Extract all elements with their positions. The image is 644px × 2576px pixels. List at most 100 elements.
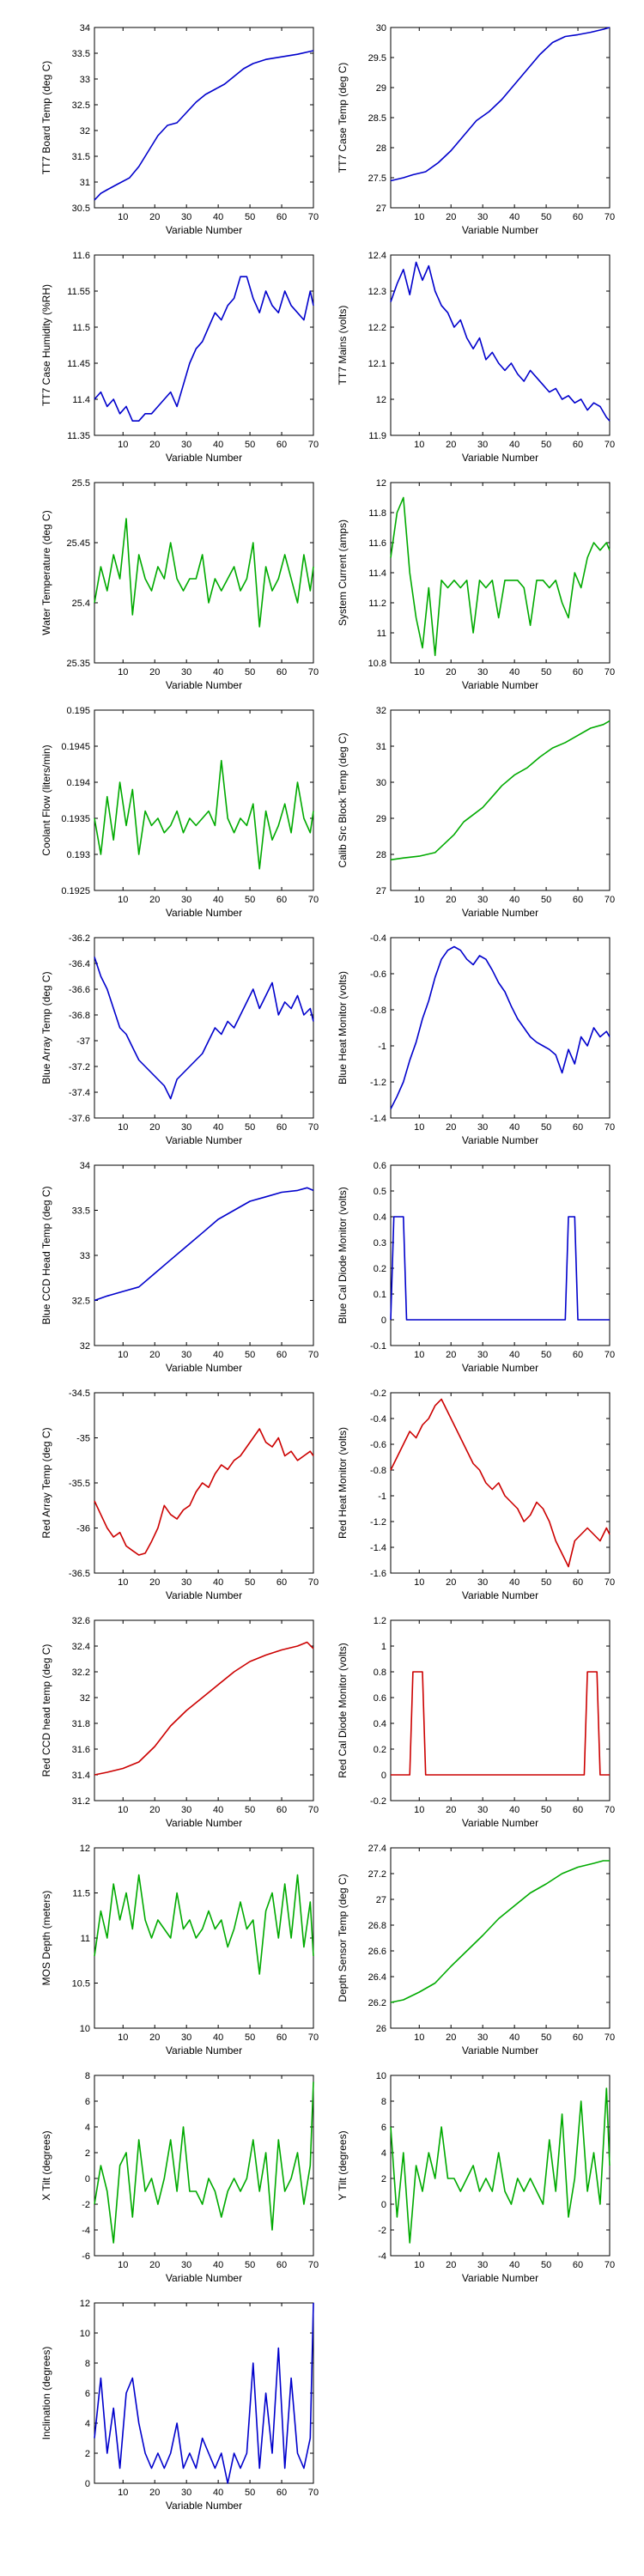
y-tick-label: 6 — [381, 2123, 386, 2133]
x-tick-label: 60 — [573, 212, 583, 222]
y-tick-label: -36.5 — [69, 1569, 90, 1579]
x-axis-label: Variable Number — [462, 907, 538, 919]
x-tick-label: 40 — [509, 2260, 519, 2270]
y-tick-label: 32.2 — [72, 1668, 90, 1678]
y-tick-label: 31 — [80, 178, 90, 188]
y-tick-label: 0 — [85, 2174, 90, 2184]
y-tick-label: 34 — [80, 23, 90, 33]
y-tick-label: 12.4 — [368, 251, 386, 261]
y-tick-label: -2 — [378, 2226, 386, 2236]
x-tick-label: 20 — [149, 212, 160, 222]
x-tick-label: 30 — [181, 1577, 191, 1588]
x-tick-label: 70 — [308, 1805, 319, 1815]
y-axis-label: Red Heat Monitor (volts) — [337, 1427, 349, 1539]
y-tick-label: 32 — [80, 1693, 90, 1704]
x-tick-label: 10 — [118, 2260, 128, 2270]
x-tick-label: 10 — [414, 2032, 424, 2043]
y-tick-label: 12 — [80, 2299, 90, 2309]
x-tick-label: 10 — [118, 667, 128, 677]
x-tick-label: 30 — [477, 440, 488, 450]
y-tick-label: 0 — [381, 1315, 386, 1326]
y-axis-label: MOS Depth (meters) — [40, 1891, 52, 1986]
plot-area — [94, 1164, 314, 1346]
x-tick-label: 30 — [181, 2488, 191, 2498]
x-tick-label: 20 — [149, 1350, 160, 1360]
x-tick-label: 40 — [509, 667, 519, 677]
series-line — [94, 518, 314, 628]
x-tick-label: 50 — [245, 2032, 255, 2043]
x-tick-label: 10 — [118, 440, 128, 450]
y-tick-label: 26 — [376, 2024, 386, 2034]
y-tick-label: 31.8 — [72, 1719, 90, 1729]
y-tick-label: 25.5 — [72, 478, 90, 489]
x-tick-label: 60 — [276, 2260, 287, 2270]
x-tick-label: 50 — [245, 1577, 255, 1588]
x-tick-label: 60 — [573, 2260, 583, 2270]
x-axis-label: Variable Number — [462, 1589, 538, 1601]
series-line — [390, 945, 611, 1109]
y-tick-label: 11.2 — [368, 598, 386, 609]
chart-panel-12: 10 20 30 40 50 60 70 -0.1 0 0.1 0.2 0.3 0.4 0.5 0.6 Var… — [337, 1161, 615, 1374]
x-tick-label: 30 — [477, 1350, 488, 1360]
x-tick-label: 30 — [181, 212, 191, 222]
y-tick-label: 0.8 — [374, 1668, 386, 1678]
x-tick-label: 70 — [308, 1350, 319, 1360]
chart-panel-19: 10 20 30 40 50 60 70 -6 -4 -2 0 2 4 6 8 Variable Number… — [40, 2071, 319, 2284]
series-line — [390, 2087, 611, 2244]
x-tick-label: 10 — [118, 212, 128, 222]
series-line — [94, 957, 314, 1100]
y-tick-label: 32.4 — [72, 1642, 90, 1652]
x-tick-label: 50 — [541, 1577, 551, 1588]
x-axis-label: Variable Number — [166, 2272, 242, 2284]
y-tick-label: 26.2 — [368, 1998, 386, 2008]
y-tick-label: -0.8 — [370, 1005, 386, 1016]
x-axis-label: Variable Number — [166, 2044, 242, 2057]
chart-panel-18: 10 20 30 40 50 60 70 26 26.2 26.4 26.6 26.8 27 27.2 27… — [337, 1844, 615, 2057]
x-tick-label: 50 — [541, 1122, 551, 1133]
y-tick-label: 10 — [80, 2024, 90, 2034]
y-tick-label: 10.5 — [72, 1979, 90, 1990]
x-tick-label: 70 — [605, 1577, 615, 1588]
chart-panel-15: 10 20 30 40 50 60 70 31.2 31.4 31.6 31.8 32 32.2 32.4… — [40, 1616, 319, 1829]
y-tick-label: 12 — [80, 1844, 90, 1854]
x-tick-label: 50 — [245, 1805, 255, 1815]
x-tick-label: 40 — [213, 2488, 223, 2498]
y-tick-label: -1.4 — [370, 1543, 386, 1553]
x-axis-label: Variable Number — [462, 1134, 538, 1146]
x-tick-label: 20 — [149, 2032, 160, 2043]
y-tick-label: -6 — [82, 2251, 90, 2262]
x-tick-label: 40 — [213, 1122, 223, 1133]
chart-panel-8: 10 20 30 40 50 60 70 27 28 29 30 31 32 Variable Numbe… — [337, 706, 615, 919]
x-tick-label: 70 — [308, 2488, 319, 2498]
chart-panel-16: 10 20 30 40 50 60 70 -0.2 0 0.2 0.4 0.6 0.8 1 1.2 Varia… — [337, 1616, 615, 1829]
y-axis-label: Blue Heat Monitor (volts) — [337, 971, 349, 1084]
x-tick-label: 30 — [477, 1122, 488, 1133]
x-tick-label: 20 — [149, 2488, 160, 2498]
y-tick-label: 27 — [376, 886, 386, 896]
chart-panel-3: 10 20 30 40 50 60 70 11.35 11.4 11.45 11.5 11.55 11.… — [40, 251, 319, 464]
y-tick-label: 30 — [376, 23, 386, 33]
x-tick-label: 20 — [446, 1350, 456, 1360]
x-tick-label: 60 — [573, 2032, 583, 2043]
x-tick-label: 20 — [446, 212, 456, 222]
y-tick-label: 2 — [381, 2174, 386, 2184]
x-tick-label: 50 — [245, 667, 255, 677]
y-tick-label: 29 — [376, 814, 386, 824]
y-tick-label: 0 — [381, 2200, 386, 2210]
plot-area — [390, 482, 611, 664]
y-tick-label: 1 — [381, 1642, 386, 1652]
y-tick-label: 0.1925 — [61, 886, 90, 896]
series-line — [390, 261, 611, 422]
y-tick-label: -0.8 — [370, 1466, 386, 1476]
series-line — [390, 1398, 611, 1568]
x-tick-label: 10 — [118, 1122, 128, 1133]
x-tick-label: 50 — [245, 1122, 255, 1133]
x-axis-label: Variable Number — [462, 224, 538, 236]
x-tick-label: 20 — [149, 1122, 160, 1133]
series-line — [94, 1428, 314, 1556]
y-axis-label: Calib Src Block Temp (deg C) — [337, 732, 349, 867]
x-tick-label: 50 — [245, 2488, 255, 2498]
x-tick-label: 20 — [149, 667, 160, 677]
y-tick-label: 32 — [376, 706, 386, 716]
y-tick-label: 25.45 — [66, 538, 90, 549]
